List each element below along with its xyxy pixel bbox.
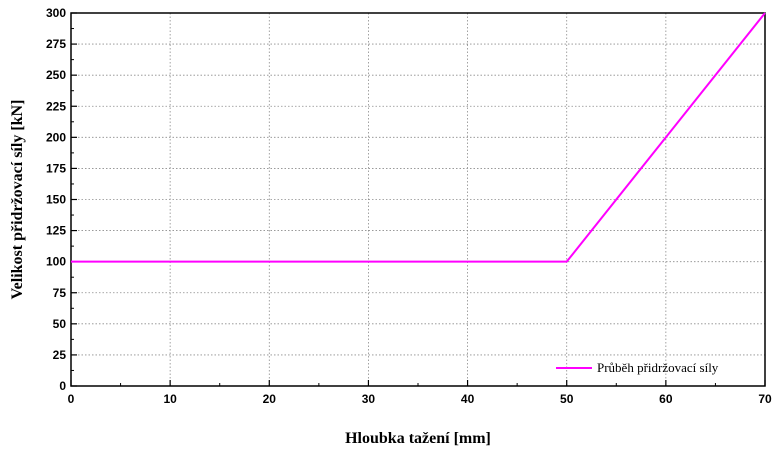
y-tick-label: 200 [46, 130, 66, 144]
series-line [71, 12, 766, 263]
y-tick-label: 250 [46, 68, 66, 82]
x-axis-title: Hloubka tažení [mm] [345, 430, 491, 447]
x-tick-label: 60 [659, 392, 673, 406]
y-tick-label: 275 [46, 37, 66, 51]
grid [71, 13, 765, 386]
series-layer [71, 12, 766, 263]
y-tick-label: 50 [53, 317, 67, 331]
x-tick-label: 0 [68, 392, 75, 406]
y-tick-label: 125 [46, 224, 66, 238]
y-tick-label: 150 [46, 193, 66, 207]
y-tick-label: 25 [53, 348, 67, 362]
x-tick-label: 50 [560, 392, 574, 406]
y-tick-label: 0 [59, 379, 66, 393]
x-tick-label: 10 [163, 392, 177, 406]
axis-ticks [70, 12, 766, 387]
y-tick-label: 225 [46, 99, 66, 113]
y-tick-label: 100 [46, 255, 66, 269]
x-tick-label: 30 [362, 392, 376, 406]
y-tick-label: 175 [46, 161, 66, 175]
x-tick-label: 20 [263, 392, 277, 406]
tick-labels: 0 10 20 30 40 50 60 70 0 25 50 75 100 125 150 175 200 225… [46, 6, 772, 406]
legend-label: Průběh přidržovací síly [597, 360, 719, 375]
y-tick-label: 75 [53, 286, 67, 300]
x-tick-label: 70 [758, 392, 772, 406]
legend: Průběh přidržovací síly [556, 360, 719, 375]
x-tick-label: 40 [461, 392, 475, 406]
y-axis-title: Velikost přidržovací síly [kN] [9, 100, 26, 300]
y-tick-label: 300 [46, 6, 66, 20]
